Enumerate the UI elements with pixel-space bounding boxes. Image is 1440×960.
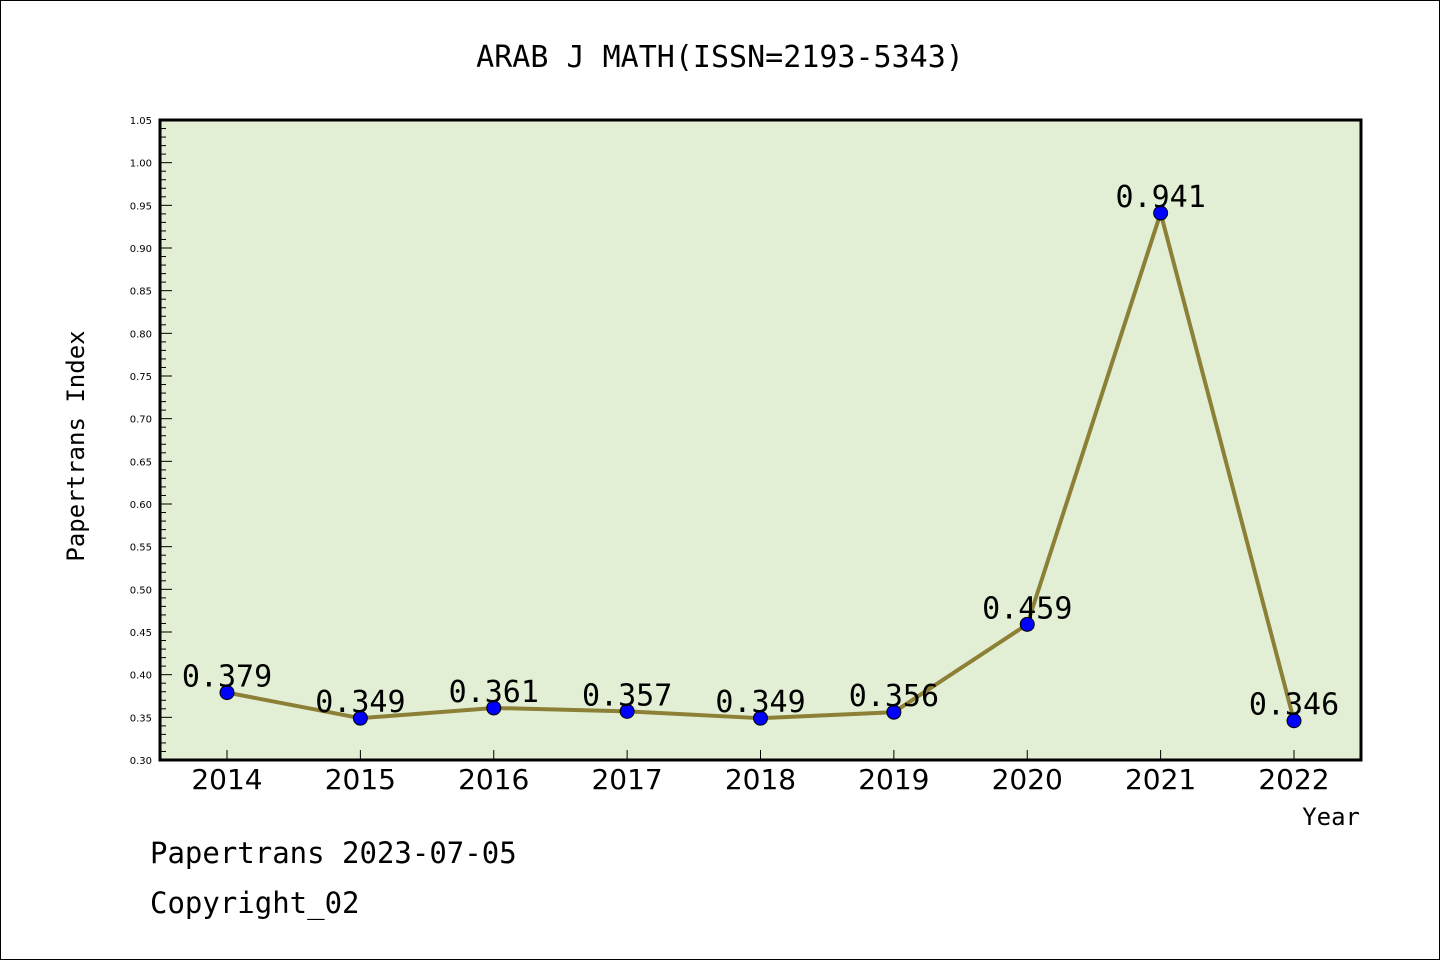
footer-date: Papertrans 2023-07-05 xyxy=(150,836,517,870)
data-point xyxy=(1019,616,1035,632)
data-label: 0.941 xyxy=(1115,180,1205,215)
data-label: 0.349 xyxy=(315,685,405,720)
data-point xyxy=(352,710,368,726)
y-axis-label: Papertrans Index xyxy=(62,330,90,561)
y-tick-label: 0.30 xyxy=(130,756,152,767)
data-label-group: 0.379 0.349 0.361 0.357 0.349 0.356 0.459 0.941… xyxy=(182,180,1339,723)
y-tick-label: 1.05 xyxy=(130,116,152,127)
y-tick-label: 0.40 xyxy=(130,671,152,682)
y-tick-label: 0.80 xyxy=(130,329,152,340)
data-point xyxy=(219,685,235,701)
data-point xyxy=(1153,205,1169,221)
x-tick-label: 2022 xyxy=(1258,763,1329,796)
x-tick-label: 2016 xyxy=(458,763,529,796)
y-tick-label: 0.85 xyxy=(130,287,152,298)
y-tick-label: 0.50 xyxy=(130,585,152,596)
data-label: 0.349 xyxy=(715,685,805,720)
x-tick-label: 2014 xyxy=(191,763,262,796)
y-tick-label: 0.45 xyxy=(130,628,152,639)
data-label: 0.361 xyxy=(449,675,539,710)
data-label: 0.379 xyxy=(182,660,272,695)
data-label: 0.346 xyxy=(1249,688,1339,723)
y-tick-label: 0.95 xyxy=(130,201,152,212)
y-tick-label: 0.75 xyxy=(130,372,152,383)
data-label: 0.459 xyxy=(982,591,1072,626)
y-tick-label: 1.00 xyxy=(130,159,152,170)
data-point xyxy=(1286,713,1302,729)
data-point xyxy=(886,704,902,720)
data-point xyxy=(753,710,768,726)
x-axis: 2014 2015 2016 2017 2018 2019 2020 2021 2022 xyxy=(191,750,1330,796)
x-tick-label: 2017 xyxy=(591,763,662,796)
data-label: 0.357 xyxy=(582,678,672,713)
marker-group xyxy=(219,205,1302,729)
x-tick-label: 2020 xyxy=(992,763,1063,796)
y-tick-label: 0.55 xyxy=(130,543,152,554)
y-tick-label: 0.90 xyxy=(130,244,152,255)
data-label: 0.356 xyxy=(849,679,939,714)
x-tick-label: 2018 xyxy=(725,763,796,796)
data-point xyxy=(486,700,502,716)
x-axis-label: Year xyxy=(1302,803,1360,831)
footer-copyright: Copyright_02 xyxy=(150,886,360,920)
y-tick-label: 0.70 xyxy=(130,415,152,426)
plot-area xyxy=(158,118,1363,762)
y-tick-label: 0.65 xyxy=(130,457,152,468)
x-tick-label: 2021 xyxy=(1125,763,1196,796)
data-point xyxy=(619,703,635,719)
x-tick-label: 2019 xyxy=(858,763,929,796)
chart-title: ARAB J MATH(ISSN=2193-5343) xyxy=(476,40,964,75)
y-axis: 0.30 0.35 0.40 0.45 0.50 0.55 0.60 0.65 0.70 0.75… xyxy=(130,116,172,767)
y-tick-label: 0.60 xyxy=(130,500,152,511)
x-tick-label: 2015 xyxy=(325,763,396,796)
y-tick-label: 0.35 xyxy=(130,713,152,724)
